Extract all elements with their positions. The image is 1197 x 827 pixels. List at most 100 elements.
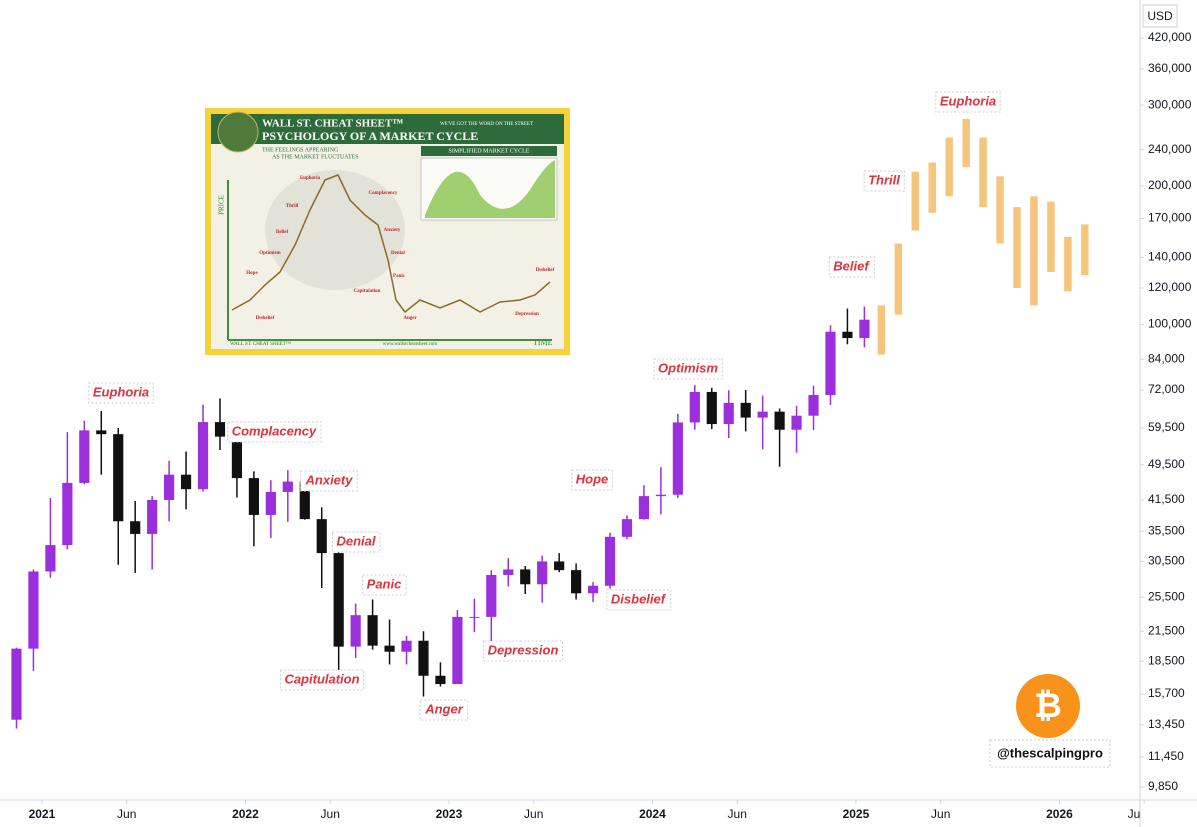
inset-stage: Depression xyxy=(515,312,539,317)
bitcoin-symbol: ₿ xyxy=(1034,687,1062,725)
annotation-box xyxy=(606,589,672,611)
inset-time-label: TIME xyxy=(533,338,553,347)
x-tick-label: 2024 xyxy=(639,807,666,821)
projection-bar xyxy=(1047,201,1055,273)
y-tick-label: 100,000 xyxy=(1148,317,1192,331)
candle-body xyxy=(350,615,361,647)
y-tick-label: 84,000 xyxy=(1148,351,1185,365)
inset-brand: WALL ST. CHEAT SHEET™ xyxy=(262,118,403,130)
candle-body xyxy=(859,319,870,339)
candle-body xyxy=(79,430,90,483)
y-tick-label: 21,500 xyxy=(1148,623,1185,637)
inset-title: PSYCHOLOGY OF A MARKET CYCLE xyxy=(262,129,478,143)
annotation-box xyxy=(331,531,381,553)
annotation-box xyxy=(653,358,723,380)
inset-price-label: PRICE xyxy=(218,195,226,215)
projection-bar xyxy=(928,162,936,213)
y-tick-label: 30,500 xyxy=(1148,554,1185,568)
x-tick-label: Jun xyxy=(524,807,543,821)
candle-body xyxy=(825,331,836,396)
candle-body xyxy=(367,615,378,646)
candle-body xyxy=(486,574,497,617)
candle-body xyxy=(214,422,226,437)
inset-stage: Disbelief xyxy=(256,316,275,321)
annotation: Disbelief xyxy=(611,591,667,606)
x-tick-label: Ju xyxy=(1128,807,1141,821)
inset-stage: Complacency xyxy=(369,191,398,196)
x-tick-label: 2021 xyxy=(29,807,56,821)
projection-bar xyxy=(911,171,920,231)
annotation-box xyxy=(279,669,365,691)
annotation: Anxiety xyxy=(305,472,354,487)
annotation-box xyxy=(828,256,875,278)
annotation-box xyxy=(419,699,469,721)
annotation: Hope xyxy=(576,471,609,486)
candle-body xyxy=(740,402,751,418)
candle-body xyxy=(130,521,141,534)
candle-body xyxy=(757,411,768,418)
y-tick-label: 240,000 xyxy=(1148,142,1192,156)
inset-subtitle: AS THE MARKET FLUCTUATES xyxy=(272,154,359,160)
inset-stage: Panic xyxy=(393,274,406,279)
x-tick-label: 2026 xyxy=(1046,807,1073,821)
x-tick-label: Jun xyxy=(321,807,340,821)
x-tick-label: 2025 xyxy=(843,807,870,821)
inset-stage: Disbelief xyxy=(536,268,555,273)
x-tick-label: 2022 xyxy=(232,807,259,821)
candle-body xyxy=(113,434,124,522)
inset-footer-brand: WALL ST. CHEAT SHEET™ xyxy=(230,341,291,347)
candle-body xyxy=(11,648,22,720)
y-tick-label: 59,500 xyxy=(1148,420,1185,434)
candle-body xyxy=(571,570,582,594)
candle-body xyxy=(435,675,446,685)
inset-mini-curve xyxy=(425,160,555,218)
inset-header xyxy=(211,114,564,144)
x-tick-label: Jun xyxy=(931,807,950,821)
candle-body xyxy=(147,499,158,534)
annotation-box xyxy=(863,170,905,192)
candle-body xyxy=(180,474,192,490)
projection-bar xyxy=(979,137,987,208)
inset-subtitle: THE FEELINGS APPEARING xyxy=(262,147,339,153)
inset-url: www.wallstcheatsheet.com xyxy=(383,342,437,347)
annotation: Complacency xyxy=(232,423,317,438)
inset-simplified: SIMPLIFIED MARKET CYCLE xyxy=(449,148,530,154)
inset-cycle-curve xyxy=(231,174,551,314)
candle-body xyxy=(842,331,853,339)
annotation-box xyxy=(362,574,407,596)
annotation: Capitulation xyxy=(284,671,359,686)
y-tick-label: 300,000 xyxy=(1148,97,1192,111)
annotation-box xyxy=(935,91,1001,113)
projection-bar xyxy=(894,243,903,315)
inset-stage: Optimism xyxy=(259,251,281,256)
candle-body xyxy=(655,494,666,497)
annotation-box xyxy=(88,382,154,404)
y-tick-label: 120,000 xyxy=(1148,280,1192,294)
projection-bar xyxy=(1081,224,1089,276)
candle-body xyxy=(808,395,819,416)
y-tick-label: 140,000 xyxy=(1148,249,1192,263)
inset-watermark xyxy=(265,170,405,290)
annotation-box xyxy=(300,470,358,492)
candle-body xyxy=(96,430,107,435)
projection-bar xyxy=(1064,236,1072,292)
inset-tagline: WE'VE GOT THE WORD ON THE STREET xyxy=(440,122,533,127)
candle-body xyxy=(401,640,412,652)
inset-stage: Capitulation xyxy=(354,289,381,294)
annotation-box xyxy=(483,640,563,662)
y-tick-label: 72,000 xyxy=(1148,382,1185,396)
candle-body xyxy=(265,491,276,515)
annotation-box xyxy=(571,469,613,491)
annotation: Thrill xyxy=(868,172,900,187)
annotation: Anger xyxy=(424,701,464,716)
annotation: Euphoria xyxy=(93,384,149,399)
y-tick-label: 13,450 xyxy=(1148,717,1185,731)
candle-body xyxy=(164,474,175,500)
candle-body xyxy=(621,519,633,537)
inset-stage: Thrill xyxy=(286,204,299,209)
y-tick-label: 9,850 xyxy=(1148,779,1178,793)
inset-stage: Denial xyxy=(391,251,406,256)
candle-body xyxy=(791,415,802,430)
annotation: Panic xyxy=(367,576,402,591)
